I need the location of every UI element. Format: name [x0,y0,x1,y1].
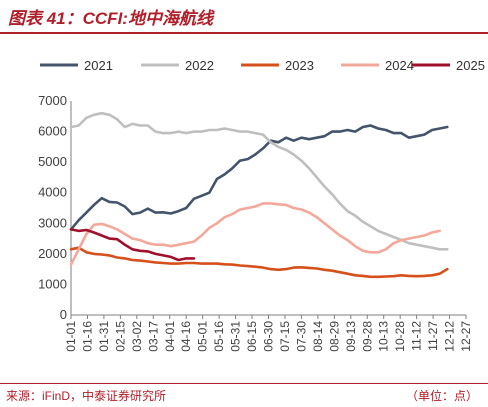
title-rule [0,32,488,34]
line-chart: 2021 2022 2023 2024 2025 0 1000 2000 3000 4000 50… [38,58,485,352]
x-tick-label: 07-30 [294,321,308,352]
legend: 2021 2022 2023 2024 2025 [40,58,485,73]
plot-area [69,111,449,279]
series-line-2024 [69,202,441,266]
x-axis: 01-01 01-16 01-31 02-15 03-02 03-17 04-01 04-16… [64,314,473,352]
x-tick-label: 10-28 [393,321,407,352]
y-tick-label: 6000 [38,124,67,139]
x-tick-label: 05-31 [229,321,243,352]
x-tick-label: 12-12 [443,321,457,352]
x-tick-label: 05-16 [212,321,226,352]
x-tick-label: 03-17 [146,321,160,352]
x-tick-label: 08-29 [327,321,341,352]
y-tick-label: 4000 [38,185,67,200]
x-tick-label: 04-01 [163,321,177,352]
x-tick-label: 01-01 [64,321,78,352]
legend-label-2021: 2021 [84,58,113,73]
series-line-2025 [69,228,196,262]
x-tick-label: 01-16 [80,321,94,352]
x-tick-label: 09-28 [360,321,374,352]
x-tick-label: 03-02 [130,321,144,352]
y-tick-label: 2000 [38,246,67,261]
x-tick-label: 11-27 [426,321,440,351]
x-tick-label: 11-12 [410,321,424,351]
x-tick-label: 08-14 [311,321,325,352]
footer-rule [0,383,488,384]
legend-label-2025: 2025 [456,58,485,73]
x-tick-label: 02-15 [113,321,127,352]
series-line-2023 [69,246,449,279]
y-tick-label: 5000 [38,154,67,169]
y-tick-label: 1000 [38,276,67,291]
y-tick-label: 7000 [38,93,67,108]
series-line-2022 [69,111,449,251]
x-tick-label: 04-16 [179,321,193,352]
x-tick-label: 06-30 [262,321,276,352]
x-tick-label: 10-13 [377,321,391,352]
source-note: 来源：iFinD，中泰证券研究所 [6,389,167,403]
series-line-2021 [69,124,449,231]
legend-label-2024: 2024 [385,58,414,73]
y-tick-label: 3000 [38,215,67,230]
y-axis: 0 1000 2000 3000 4000 5000 6000 7000 [38,93,72,322]
x-tick-label: 06-15 [245,321,259,352]
x-tick-label: 09-13 [344,321,358,352]
x-tick-label: 05-01 [196,321,210,352]
x-tick-label: 12-27 [459,321,473,352]
x-tick-label: 01-31 [97,321,111,352]
legend-label-2023: 2023 [285,58,314,73]
chart-title: 图表 41：CCFI:地中海航线 [8,9,213,28]
y-tick-label: 0 [60,307,67,322]
x-tick-label: 07-15 [278,321,292,352]
unit-note: （单位：点） [405,389,478,403]
legend-label-2022: 2022 [185,58,214,73]
